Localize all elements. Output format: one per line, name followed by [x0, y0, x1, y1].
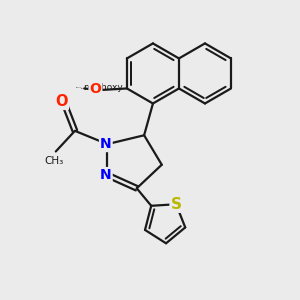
- Text: N: N: [100, 168, 112, 182]
- Text: methoxy: methoxy: [76, 87, 82, 88]
- Text: CH₃: CH₃: [45, 156, 64, 166]
- Text: O: O: [56, 94, 68, 109]
- Text: S: S: [171, 197, 182, 212]
- Text: methoxy: methoxy: [83, 83, 122, 92]
- Text: methoxy: methoxy: [81, 88, 87, 89]
- Text: O: O: [89, 82, 101, 96]
- Text: N: N: [100, 137, 112, 151]
